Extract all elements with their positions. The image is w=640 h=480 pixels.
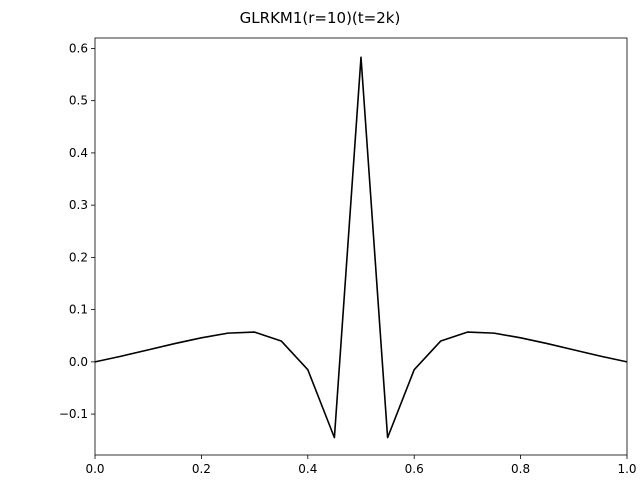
y-tick-label: 0.4: [69, 146, 88, 160]
y-tick-label: 0.5: [69, 94, 88, 108]
y-tick-label: 0.2: [69, 250, 88, 264]
x-tick-label: 0.4: [298, 462, 317, 476]
axes-frame: [94, 37, 628, 456]
chart-title: GLRKM1(r=10)(t=2k): [240, 9, 401, 27]
x-axis: 0.0 0.2 0.4 0.6 0.8 1.0: [85, 455, 637, 476]
plot-area: 0.0 0.2 0.4 0.6 0.8 1.0 −0.10.00.10.20.30.40.…: [59, 37, 637, 476]
y-tick-label: 0.3: [69, 198, 88, 212]
series-line: [94, 56, 628, 439]
x-tick-label: 1.0: [617, 462, 636, 476]
x-tick-label: 0.8: [511, 462, 530, 476]
x-tick-label: 0.0: [85, 462, 104, 476]
y-axis: −0.1 0.0 0.1 0.2 0.3 0.4 0.5 0.6: [59, 41, 95, 421]
x-tick-label: 0.2: [192, 462, 211, 476]
y-tick-label: 0.0: [69, 355, 88, 369]
y-tick-label: −0.1: [59, 407, 88, 421]
y-tick-label: 0.1: [69, 303, 88, 317]
y-tick-label: 0.6: [69, 41, 88, 55]
x-tick-label: 0.6: [405, 462, 424, 476]
